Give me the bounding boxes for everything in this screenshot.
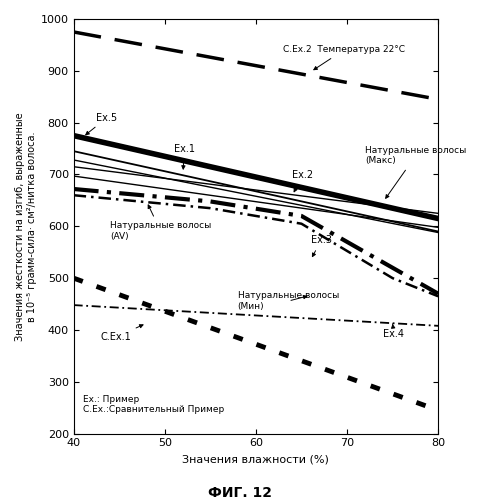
Text: Ex.4: Ex.4	[384, 324, 405, 339]
Text: C.Ex.2  Температура 22°C: C.Ex.2 Температура 22°C	[283, 45, 405, 70]
Text: Натуральные волосы
(Макс): Натуральные волосы (Макс)	[365, 146, 467, 198]
Text: C.Ex.1: C.Ex.1	[101, 325, 143, 342]
Text: Ex.3: Ex.3	[311, 236, 332, 256]
Text: Ex.5: Ex.5	[86, 113, 118, 135]
Text: Натуральные волосы
(Мин): Натуральные волосы (Мин)	[238, 291, 339, 311]
Text: Ex.: Пример
C.Ex.:Сравнительный Пример: Ex.: Пример C.Ex.:Сравнительный Пример	[83, 395, 224, 414]
Text: Натуральные волосы
(AV): Натуральные волосы (AV)	[110, 205, 211, 241]
X-axis label: Значения влажности (%): Значения влажности (%)	[182, 454, 329, 464]
Text: ФИГ. 12: ФИГ. 12	[208, 486, 272, 499]
Text: Ex.2: Ex.2	[292, 170, 313, 192]
Y-axis label: Значения жесткости на изгиб, выраженные
в 10⁻⁵ грамм-сила· см²/нитка волоса.: Значения жесткости на изгиб, выраженные …	[15, 112, 36, 341]
Text: Ex.1: Ex.1	[174, 144, 195, 169]
